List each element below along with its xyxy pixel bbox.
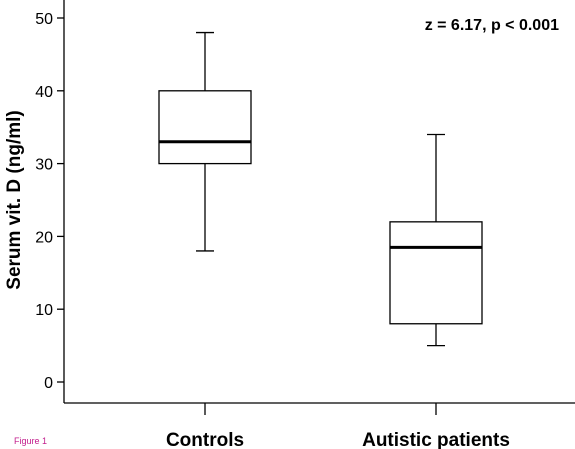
x-axis: Controls Autistic patients bbox=[64, 402, 575, 449]
box-iqr bbox=[389, 221, 483, 325]
y-tick-label: 30 bbox=[35, 157, 53, 174]
x-tick-label: Controls bbox=[166, 430, 244, 449]
x-tick-label: Autistic patients bbox=[362, 430, 510, 449]
box-series bbox=[158, 31, 483, 347]
y-tick-label: 0 bbox=[44, 375, 53, 392]
box-2 bbox=[389, 133, 483, 347]
y-tick-label: 20 bbox=[35, 229, 53, 246]
stats-annotation: z = 6.17, p < 0.001 bbox=[425, 17, 559, 34]
y-axis: 0 10 20 30 40 50 bbox=[35, 0, 65, 403]
box-1 bbox=[158, 31, 252, 252]
y-axis-label: Serum vit. D (ng/ml) bbox=[4, 110, 25, 289]
box-iqr bbox=[158, 90, 252, 165]
y-tick-label: 40 bbox=[35, 84, 53, 101]
y-tick-label: 10 bbox=[35, 302, 53, 319]
figure-caption: Figure 1 bbox=[14, 436, 48, 446]
y-tick-label: 50 bbox=[35, 11, 53, 28]
